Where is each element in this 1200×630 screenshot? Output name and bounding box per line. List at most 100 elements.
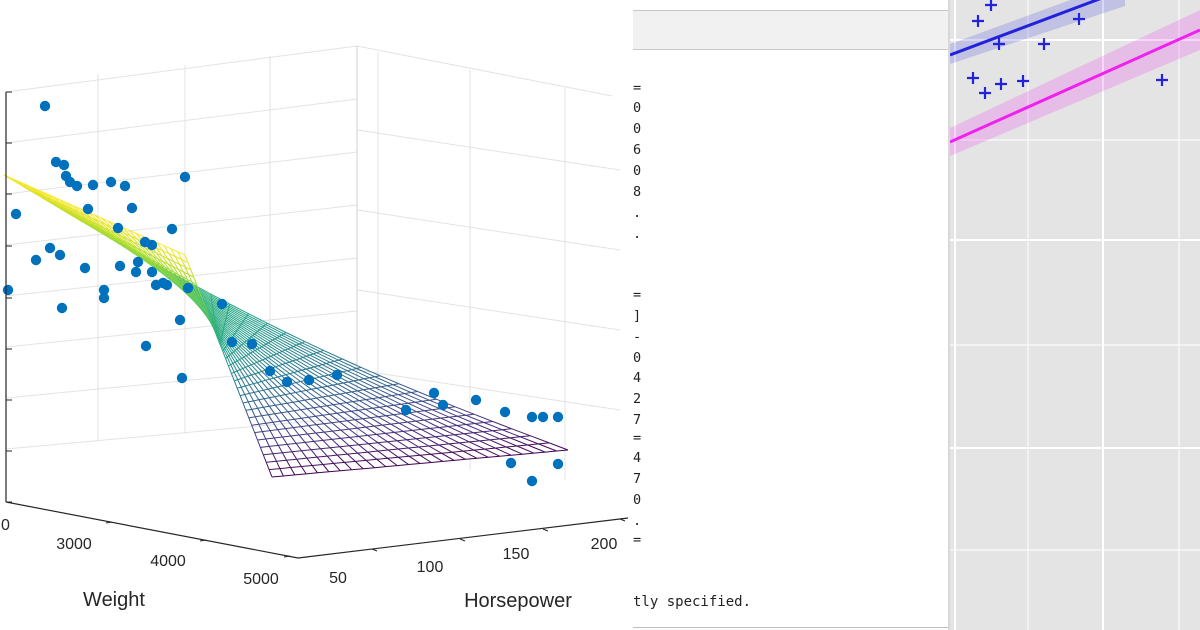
surface-mesh-line [323, 431, 333, 440]
surface-mesh-line [28, 188, 48, 201]
surface-mesh-line [301, 450, 308, 459]
surface-mesh-line [230, 373, 235, 381]
surface-mesh-line [223, 349, 228, 358]
surface-mesh-line [181, 259, 186, 268]
surface-mesh-line [501, 429, 521, 438]
surface-mesh-line [292, 360, 307, 370]
surface-mesh-line [352, 401, 366, 410]
surface-mesh-line [509, 437, 528, 446]
surface-mesh-line [410, 392, 430, 401]
surface-mesh-line [195, 294, 201, 303]
surface-mesh-line [194, 298, 201, 307]
surface-mesh-line [300, 409, 309, 418]
data-point [119, 180, 131, 192]
grid-line [5, 45, 358, 93]
data-point [400, 404, 412, 416]
surface-mesh-line [358, 436, 369, 445]
data-point [161, 279, 173, 291]
surface-mesh-line [301, 417, 309, 426]
surface-mesh-line [163, 245, 170, 254]
surface-mesh-line [213, 311, 226, 322]
surface-mesh-line [277, 445, 283, 454]
regression-surface [3, 174, 569, 478]
data-point [552, 411, 564, 423]
surface-mesh-line [201, 299, 206, 307]
surface-mesh-line [178, 274, 185, 283]
surface-mesh-line [241, 357, 249, 367]
surface-mesh-line [130, 235, 140, 246]
surface-mesh-line [268, 397, 276, 406]
surface-mesh-line [226, 314, 242, 325]
surface-mesh-line [322, 464, 330, 473]
surface-mesh-line [397, 394, 416, 403]
surface-mesh-line [193, 286, 212, 298]
data-point [146, 266, 158, 278]
surface-mesh-line [279, 352, 293, 362]
surface-mesh-line [246, 316, 265, 327]
data-point [428, 387, 440, 399]
surface-mesh-line [174, 256, 180, 265]
data-point [972, 15, 984, 27]
grid-line [5, 257, 358, 297]
surface-mesh-line [290, 393, 300, 402]
grouped-regression-panel [950, 0, 1200, 630]
surface-mesh-line [301, 342, 321, 353]
surface-mesh-line [272, 453, 277, 462]
surface-mesh-line [484, 448, 500, 457]
console-line-fragment: ] [633, 308, 642, 324]
surface-mesh-line [240, 386, 246, 395]
surface-mesh-line [290, 347, 307, 357]
surface-mesh-line [422, 400, 440, 410]
surface-mesh-line [213, 316, 225, 326]
console-line-fragment: 7 [633, 471, 642, 487]
console-bottom-rule [633, 627, 950, 628]
surface-mesh-line [207, 314, 212, 322]
surface-mesh-line [230, 364, 235, 373]
surface-mesh-line [350, 410, 363, 420]
surface-mesh-line [220, 337, 228, 346]
surface-mesh-line [155, 247, 163, 257]
surface-mesh-line [235, 332, 247, 342]
surface-mesh-line [191, 296, 199, 305]
data-point [126, 202, 138, 214]
surface-mesh-line [167, 263, 175, 273]
surface-mesh-line [358, 400, 373, 409]
surface-mesh-line [233, 380, 238, 389]
console-footer-text: tly specified. [633, 594, 752, 610]
surface-mesh-line [273, 377, 283, 387]
surface-mesh-line [281, 385, 291, 394]
surface-mesh-line [505, 446, 523, 455]
surface-mesh-line [424, 410, 441, 419]
surface-mesh-line [200, 300, 214, 311]
surface-mesh-line [190, 269, 195, 278]
surface-mesh-line [215, 332, 222, 341]
surface-mesh-line [254, 350, 266, 360]
surface-mesh-line [241, 323, 257, 334]
surface-mesh-line [371, 398, 387, 407]
surface-mesh-line [201, 302, 214, 313]
surface-mesh-line [483, 422, 503, 431]
console-line-fragment: 0 [633, 492, 642, 508]
surface-mesh-line [530, 435, 550, 444]
surface-mesh-line [465, 424, 484, 433]
surface-mesh-line [308, 425, 317, 434]
surface-mesh-line [307, 433, 315, 442]
surface-mesh-line [52, 196, 68, 208]
surface-mesh-line [157, 258, 166, 268]
surface-mesh-line [291, 451, 298, 460]
surface-mesh-line [429, 427, 446, 437]
y-axis-tick [459, 538, 466, 542]
surface-mesh-line [268, 446, 274, 455]
surface-mesh-line [267, 414, 274, 423]
surface-mesh-line [128, 230, 138, 240]
surface-mesh-line [45, 193, 62, 205]
console-line-fragment: 8 [633, 184, 642, 200]
surface-mesh-line [164, 266, 173, 276]
surface-mesh-line [274, 338, 291, 349]
data-point [537, 411, 549, 423]
surface-mesh-line [263, 344, 277, 355]
x-axis-label: Weight [83, 589, 145, 611]
surface-mesh-line [300, 466, 307, 475]
surface-mesh-line [293, 418, 302, 427]
surface-mesh-line [152, 255, 161, 266]
